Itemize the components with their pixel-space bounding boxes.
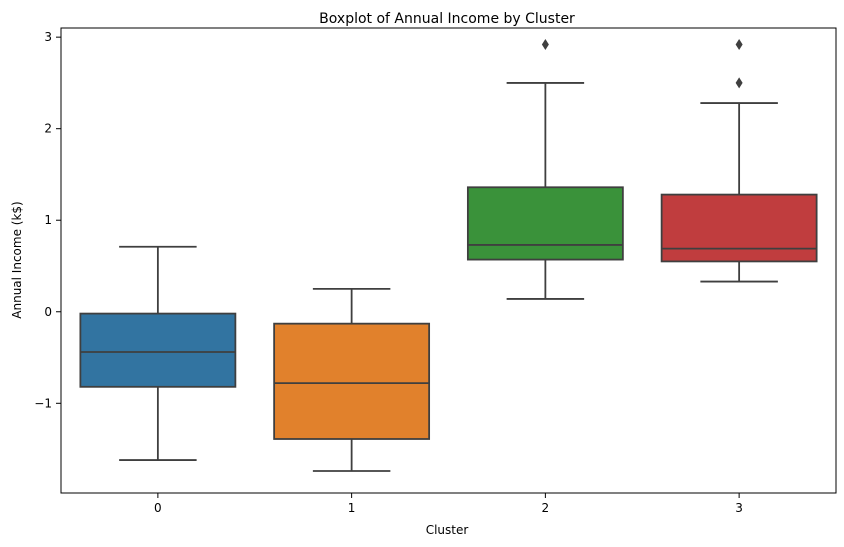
box-cluster-2 bbox=[466, 38, 624, 300]
y-tick-label: 3 bbox=[44, 30, 52, 44]
box-cluster-0 bbox=[79, 245, 237, 461]
iqr-box bbox=[660, 193, 818, 263]
x-tick-label: 0 bbox=[154, 501, 162, 515]
y-tick-label: 1 bbox=[44, 213, 52, 227]
y-tick-label: 2 bbox=[44, 122, 52, 136]
x-tick-label: 3 bbox=[735, 501, 743, 515]
x-axis-label: Cluster bbox=[426, 523, 469, 537]
y-tick-label: 0 bbox=[44, 305, 52, 319]
outlier-point bbox=[541, 38, 549, 50]
y-axis: 3 2 1 0 −1 bbox=[34, 30, 61, 410]
x-axis: 0 1 2 3 bbox=[154, 493, 743, 515]
iqr-box bbox=[79, 312, 237, 388]
outlier-point bbox=[735, 77, 743, 89]
x-tick-label: 1 bbox=[348, 501, 356, 515]
x-tick-label: 2 bbox=[542, 501, 550, 515]
y-tick-label: −1 bbox=[34, 396, 52, 410]
y-axis-label: Annual Income (k$) bbox=[10, 201, 24, 318]
iqr-box bbox=[273, 322, 431, 440]
chart-title: Boxplot of Annual Income by Cluster bbox=[319, 11, 575, 27]
box-cluster-3 bbox=[660, 38, 818, 283]
outlier-point bbox=[735, 38, 743, 50]
iqr-box bbox=[466, 186, 624, 261]
axes-frame bbox=[60, 27, 837, 494]
box-cluster-1 bbox=[273, 287, 431, 472]
plot-area bbox=[79, 38, 818, 472]
